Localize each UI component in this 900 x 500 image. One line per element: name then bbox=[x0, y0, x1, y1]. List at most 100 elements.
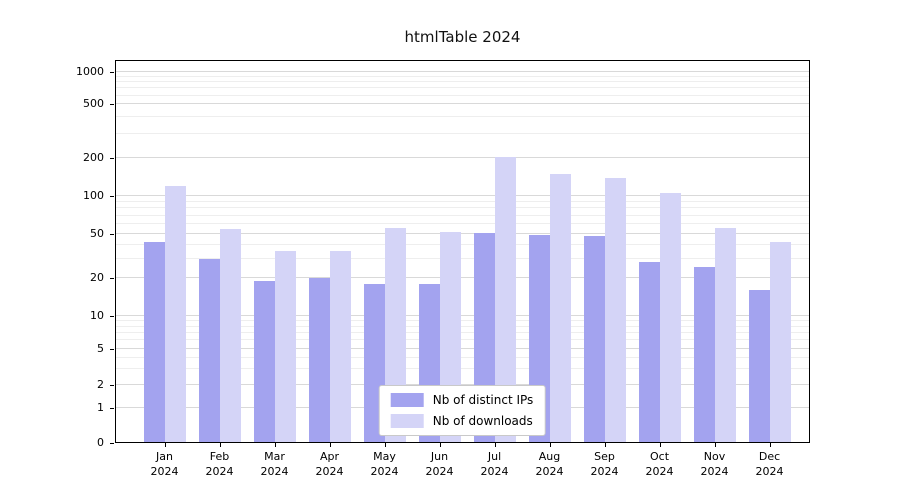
bar-distinct-ips bbox=[583, 236, 605, 443]
x-tick-mark bbox=[769, 443, 771, 447]
chart-title: htmlTable 2024 bbox=[404, 28, 521, 46]
x-tick-label: May 2024 bbox=[370, 450, 399, 478]
y-tick-mark bbox=[110, 103, 114, 105]
gridline bbox=[115, 348, 810, 350]
x-tick-mark bbox=[714, 443, 716, 447]
x-tick-mark bbox=[329, 443, 331, 447]
x-tick-label: Mar 2024 bbox=[260, 450, 289, 478]
y-tick-label: 200 bbox=[83, 151, 104, 165]
bar-downloads bbox=[604, 177, 626, 443]
y-tick-mark bbox=[110, 234, 114, 236]
minor-gridline bbox=[115, 332, 810, 334]
bar-downloads bbox=[659, 193, 681, 443]
y-tick-mark bbox=[110, 277, 114, 279]
x-tick-mark bbox=[494, 443, 496, 447]
legend-label: Nb of downloads bbox=[432, 414, 533, 428]
y-tick-label: 5 bbox=[97, 342, 104, 356]
minor-gridline bbox=[115, 325, 810, 327]
minor-gridline bbox=[115, 200, 810, 202]
x-tick-mark bbox=[274, 443, 276, 447]
y-tick-label: 2 bbox=[97, 378, 104, 392]
x-tick-label: Oct 2024 bbox=[645, 450, 674, 478]
bar-downloads bbox=[549, 173, 571, 443]
minor-gridline bbox=[115, 243, 810, 245]
y-tick-mark bbox=[110, 349, 114, 351]
x-tick-label: Jul 2024 bbox=[480, 450, 509, 478]
y-tick-mark bbox=[110, 316, 114, 318]
minor-gridline bbox=[115, 356, 810, 358]
legend-label: Nb of distinct IPs bbox=[432, 393, 534, 407]
gridline bbox=[115, 71, 810, 72]
y-tick-mark bbox=[110, 195, 114, 197]
gridline bbox=[115, 276, 810, 278]
x-tick-mark bbox=[164, 443, 166, 447]
bar-downloads bbox=[219, 228, 241, 443]
minor-gridline bbox=[115, 75, 810, 77]
gridline bbox=[115, 194, 810, 196]
bar-distinct-ips bbox=[143, 242, 165, 443]
bar-downloads bbox=[164, 185, 186, 443]
y-tick-mark bbox=[110, 158, 114, 160]
minor-gridline bbox=[115, 94, 810, 96]
minor-gridline bbox=[115, 207, 810, 209]
bar-distinct-ips bbox=[308, 277, 330, 443]
x-tick-label: Feb 2024 bbox=[205, 450, 234, 478]
x-tick-label: Dec 2024 bbox=[755, 450, 784, 478]
x-tick-label: Jun 2024 bbox=[425, 450, 454, 478]
legend: Nb of distinct IPs Nb of downloads bbox=[378, 385, 546, 436]
bar-distinct-ips bbox=[693, 267, 715, 443]
minor-gridline bbox=[115, 320, 810, 322]
y-tick-mark bbox=[110, 385, 114, 387]
minor-gridline bbox=[115, 339, 810, 341]
gridline bbox=[115, 102, 810, 104]
minor-gridline bbox=[115, 81, 810, 83]
y-tick-label: 100 bbox=[83, 188, 104, 202]
minor-gridline bbox=[115, 133, 810, 135]
bar-downloads bbox=[494, 156, 516, 443]
bar-distinct-ips bbox=[748, 290, 770, 443]
minor-gridline bbox=[115, 257, 810, 259]
plot-area bbox=[115, 60, 810, 443]
minor-gridline bbox=[115, 87, 810, 89]
x-tick-label: Jan 2024 bbox=[150, 450, 179, 478]
y-tick-label: 10 bbox=[90, 309, 104, 323]
legend-swatch-downloads bbox=[390, 414, 424, 428]
legend-swatch-distinct-ips bbox=[390, 393, 424, 407]
legend-item: Nb of distinct IPs bbox=[390, 393, 534, 407]
y-tick-label: 0 bbox=[97, 436, 104, 449]
bar-downloads bbox=[714, 227, 736, 443]
gridline bbox=[115, 384, 810, 386]
bar-downloads bbox=[274, 251, 296, 443]
bar-distinct-ips bbox=[198, 258, 220, 443]
gridline bbox=[115, 157, 810, 159]
x-tick-label: Nov 2024 bbox=[700, 450, 729, 478]
x-tick-mark bbox=[659, 443, 661, 447]
minor-gridline bbox=[115, 116, 810, 118]
y-tick-label: 50 bbox=[90, 227, 104, 241]
bar-downloads bbox=[329, 251, 351, 443]
gridline bbox=[115, 233, 810, 235]
gridline bbox=[115, 315, 810, 317]
y-tick-label: 500 bbox=[83, 96, 104, 110]
legend-item: Nb of downloads bbox=[390, 414, 534, 428]
x-tick-mark bbox=[439, 443, 441, 447]
y-tick-mark bbox=[110, 443, 114, 444]
y-tick-mark bbox=[110, 72, 114, 73]
bar-distinct-ips bbox=[638, 261, 660, 443]
bar-distinct-ips bbox=[253, 280, 275, 443]
x-tick-label: Sep 2024 bbox=[590, 450, 619, 478]
x-tick-mark bbox=[549, 443, 551, 447]
x-tick-label: Apr 2024 bbox=[315, 450, 344, 478]
y-tick-mark bbox=[110, 408, 114, 410]
bar-downloads bbox=[769, 242, 791, 443]
y-tick-label: 20 bbox=[90, 270, 104, 284]
x-tick-mark bbox=[604, 443, 606, 447]
x-tick-label: Aug 2024 bbox=[535, 450, 564, 478]
minor-gridline bbox=[115, 368, 810, 370]
y-tick-label: 1 bbox=[97, 401, 104, 415]
x-tick-mark bbox=[384, 443, 386, 447]
minor-gridline bbox=[115, 223, 810, 225]
minor-gridline bbox=[115, 214, 810, 216]
y-tick-label: 1000 bbox=[76, 65, 104, 78]
